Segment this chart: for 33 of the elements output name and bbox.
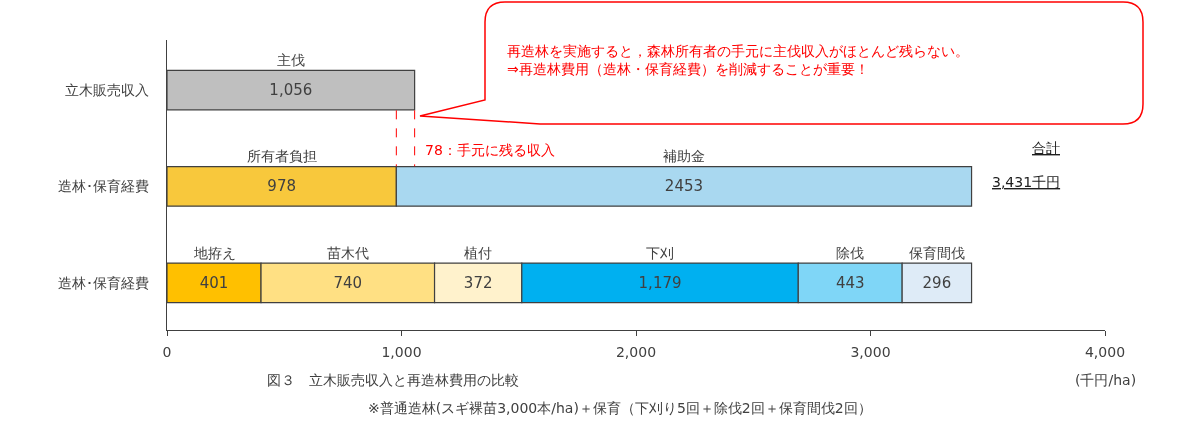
data-label: 740: [333, 273, 363, 292]
data-label: 2453: [664, 177, 704, 196]
series-label: 植付: [464, 245, 492, 261]
series-label: 除伐: [836, 245, 864, 261]
text: ※普通造林(スギ裸苗3,000本/ha)＋保育（下刈り5回＋除伐2回＋保育間伐2回）: [368, 400, 872, 416]
data-label: 372: [463, 273, 493, 292]
annotation: 再造林を実施すると，森林所有者の手元に主伐収入がほとんど残らない。 ⇒再造林費用（造林・保育経費）を削減することが重要！: [507, 43, 969, 78]
y-tick-label: 造林･保育経費: [58, 178, 150, 195]
data-label: 1,056: [269, 81, 313, 100]
x-tick-label: 1,000: [381, 343, 422, 360]
series-label: 所有者負担: [247, 148, 317, 164]
x-axis-title: (千円/ha): [1075, 372, 1137, 388]
series-label: 苗木代: [327, 245, 369, 261]
series-label: 下刈: [646, 245, 674, 261]
y-tick-label: 造林･保育経費: [58, 274, 150, 291]
data-label: 978: [267, 177, 296, 196]
data-label: 443: [835, 273, 865, 292]
annotation: 3,431千円: [992, 174, 1061, 190]
series-label: 補助金: [663, 148, 705, 164]
data-label: 401: [199, 273, 229, 292]
x-tick-label: 3,000: [850, 343, 891, 360]
data-label: 296: [922, 273, 952, 292]
series-label: 主伐: [277, 52, 305, 68]
data-label: 1,179: [638, 273, 682, 292]
x-tick-label: 0: [162, 343, 172, 360]
x-tick-label: 4,000: [1084, 343, 1126, 360]
x-tick-label: 2,000: [615, 343, 657, 360]
series-label: 地拵え: [193, 245, 236, 261]
series-label: 保育間伐: [909, 245, 965, 261]
annotation: 78：手元に残る収入: [425, 142, 555, 158]
text: 図３ 立木販売収入と再造林費用の比較: [267, 372, 519, 388]
y-tick-label: 立木販売収入: [65, 82, 150, 98]
annotation: 合計: [1032, 140, 1060, 156]
